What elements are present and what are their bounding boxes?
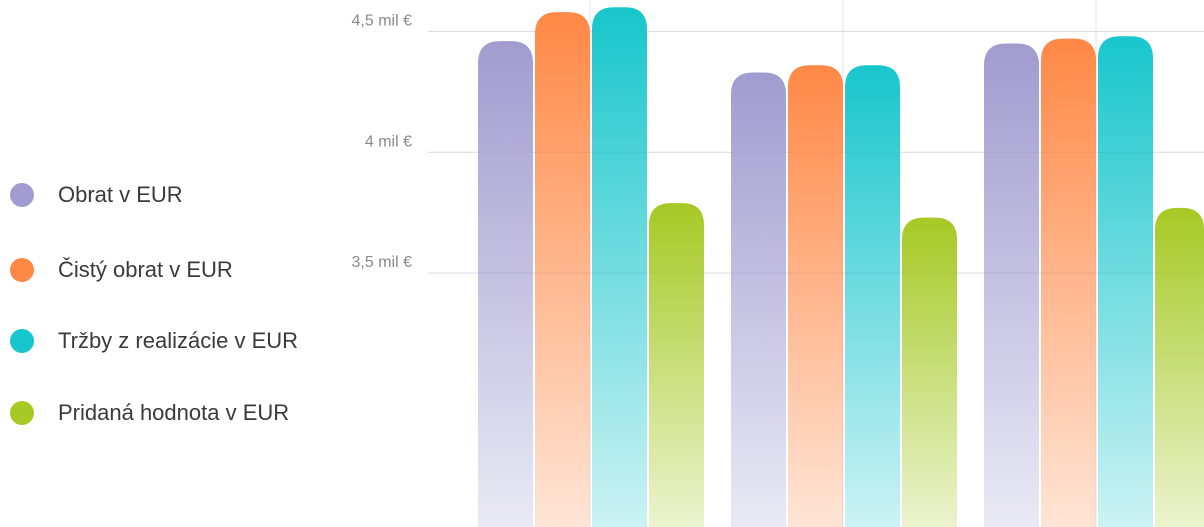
legend-label: Čistý obrat v EUR [58,257,233,282]
legend-dot-icon [10,258,34,282]
bar-2-group-2[interactable] [788,65,843,527]
bar-3-group-3[interactable] [1098,36,1153,527]
bar-4-group-1[interactable] [649,203,704,527]
legend-item-pridana-hodnota[interactable]: Pridaná hodnota v EUR [10,398,289,428]
y-axis-ticks: 3,5 mil € 4 mil € 4,5 mil € [352,12,413,271]
legend-label: Obrat v EUR [58,182,183,207]
bar-3-group-1[interactable] [592,7,647,527]
bar-2-group-3[interactable] [1041,38,1096,527]
bar-1-group-1[interactable] [478,41,533,527]
legend-dot-icon [10,329,34,353]
legend-label: Tržby z realizácie v EUR [58,328,299,353]
bar-2-group-1[interactable] [535,12,590,527]
legend-item-obrat[interactable]: Obrat v EUR [10,180,183,210]
legend-dot-icon [10,183,34,207]
legend-item-trzby[interactable]: Tržby z realizácie v EUR [10,326,298,356]
bar-1-group-2[interactable] [731,72,786,527]
y-tick-label: 4 mil € [365,133,412,150]
bar-3-group-2[interactable] [845,65,900,527]
legend: Obrat v EUR Čistý obrat v EUR Tržby z re… [0,0,360,527]
legend-dot-icon [10,401,34,425]
bar-4-group-3[interactable] [1155,207,1204,527]
y-tick-label: 4,5 mil € [352,12,413,29]
bar-layer [478,7,1204,527]
legend-item-cisty-obrat[interactable]: Čistý obrat v EUR [10,255,233,285]
legend-label: Pridaná hodnota v EUR [58,400,290,425]
bar-4-group-2[interactable] [902,217,957,527]
y-tick-label: 3,5 mil € [352,254,413,271]
bar-1-group-3[interactable] [984,43,1039,527]
